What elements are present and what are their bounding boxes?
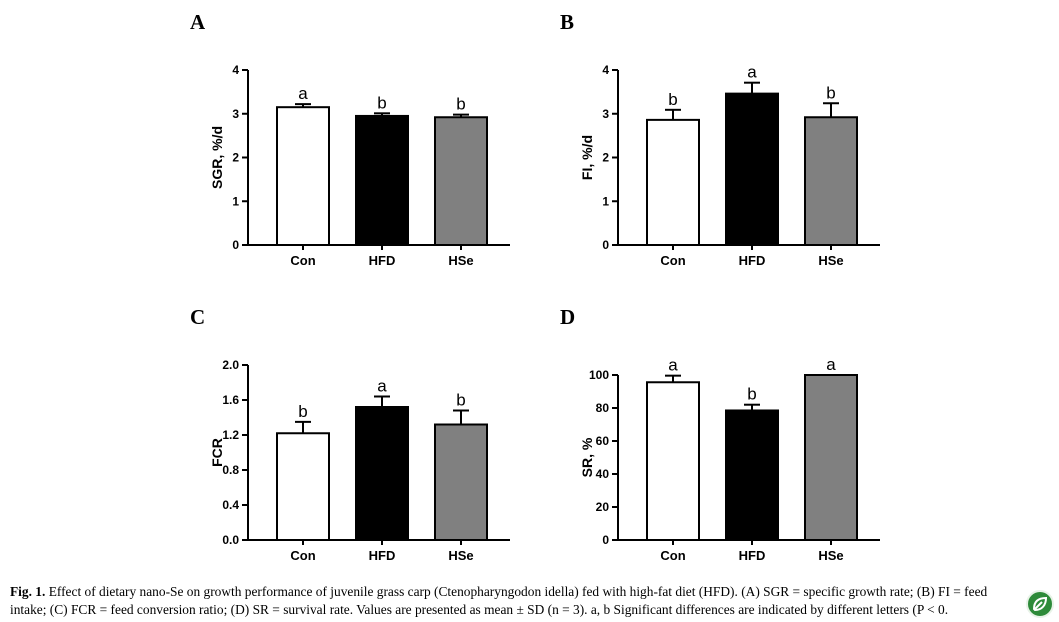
bar-hse — [435, 117, 487, 245]
y-tick-label: 1 — [602, 194, 609, 208]
y-axis-label: FCR — [209, 438, 225, 467]
y-tick-label: 2.0 — [222, 358, 239, 372]
bar-con — [277, 433, 329, 540]
y-tick-label: 0.0 — [222, 533, 239, 547]
y-tick-label: 4 — [232, 63, 239, 77]
x-category-label: Con — [660, 548, 685, 563]
y-tick-label: 1 — [232, 194, 239, 208]
chart-sr: 0 20 40 60 80 100 SR, % a Con b HFD a HSe — [570, 350, 890, 570]
x-category-label: HFD — [739, 253, 766, 268]
caption-text-1: Effect of dietary nano-Se on growth perf… — [49, 584, 988, 599]
y-tick-label: 2 — [232, 151, 239, 165]
leaf-icon — [1028, 592, 1052, 616]
panel-label-a: A — [190, 10, 205, 35]
y-tick-label: 2 — [602, 151, 609, 165]
bar-con — [647, 382, 699, 540]
y-tick-label: 3 — [602, 107, 609, 121]
bar-hfd — [726, 410, 778, 540]
bar-hse — [805, 375, 857, 540]
y-tick-label: 40 — [596, 467, 610, 481]
caption-line-1: Fig. 1. Effect of dietary nano-Se on gro… — [10, 583, 1055, 601]
x-category-label: HFD — [369, 548, 396, 563]
significance-letter: a — [377, 377, 387, 396]
x-category-label: Con — [290, 548, 315, 563]
y-tick-label: 80 — [596, 401, 610, 415]
y-tick-label: 1.6 — [222, 393, 239, 407]
x-category-label: HSe — [818, 253, 843, 268]
significance-letter: b — [668, 90, 677, 109]
caption-text-2: intake; (C) FCR = feed conversion ratio;… — [10, 601, 1055, 619]
significance-letter: a — [668, 356, 678, 375]
x-category-label: HSe — [818, 548, 843, 563]
significance-letter: a — [298, 84, 308, 103]
significance-letter: a — [826, 355, 836, 374]
y-tick-label: 0 — [602, 238, 609, 252]
chart-fi: 0 1 2 3 4 FI, %/d b Con a HFD b HSe — [570, 55, 890, 290]
bar-hse — [435, 425, 487, 541]
bar-hfd — [356, 116, 408, 245]
y-tick-label: 20 — [596, 500, 610, 514]
bar-hse — [805, 117, 857, 245]
x-category-label: HSe — [448, 253, 473, 268]
bar-con — [647, 120, 699, 245]
significance-letter: b — [456, 95, 465, 114]
significance-letter: a — [747, 63, 757, 82]
caption-fig-label: Fig. 1. — [10, 584, 45, 599]
significance-letter: b — [826, 83, 835, 102]
significance-letter: b — [377, 93, 386, 112]
x-category-label: Con — [290, 253, 315, 268]
y-axis-label: FI, %/d — [579, 135, 595, 180]
y-tick-label: 0 — [232, 238, 239, 252]
y-tick-label: 60 — [596, 434, 610, 448]
y-tick-label: 4 — [602, 63, 609, 77]
y-axis-label: SGR, %/d — [209, 126, 225, 189]
y-tick-label: 0 — [602, 533, 609, 547]
y-tick-label: 3 — [232, 107, 239, 121]
significance-letter: b — [456, 391, 465, 410]
figure-caption: Fig. 1. Effect of dietary nano-Se on gro… — [10, 583, 1055, 619]
x-category-label: HFD — [369, 253, 396, 268]
significance-letter: b — [747, 385, 756, 404]
x-category-label: HSe — [448, 548, 473, 563]
bar-con — [277, 107, 329, 245]
panel-label-c: C — [190, 305, 205, 330]
y-tick-label: 0.4 — [222, 498, 239, 512]
x-category-label: HFD — [739, 548, 766, 563]
panel-label-d: D — [560, 305, 575, 330]
y-axis-label: SR, % — [579, 437, 595, 477]
y-tick-label: 100 — [589, 368, 609, 382]
panel-label-b: B — [560, 10, 574, 35]
bar-hfd — [356, 407, 408, 540]
bar-hfd — [726, 94, 778, 245]
leaf-badge-icon[interactable] — [1026, 590, 1054, 618]
x-category-label: Con — [660, 253, 685, 268]
significance-letter: b — [298, 402, 307, 421]
chart-sgr: 0 1 2 3 4 SGR, %/d a Con b HFD b HSe — [200, 55, 520, 290]
